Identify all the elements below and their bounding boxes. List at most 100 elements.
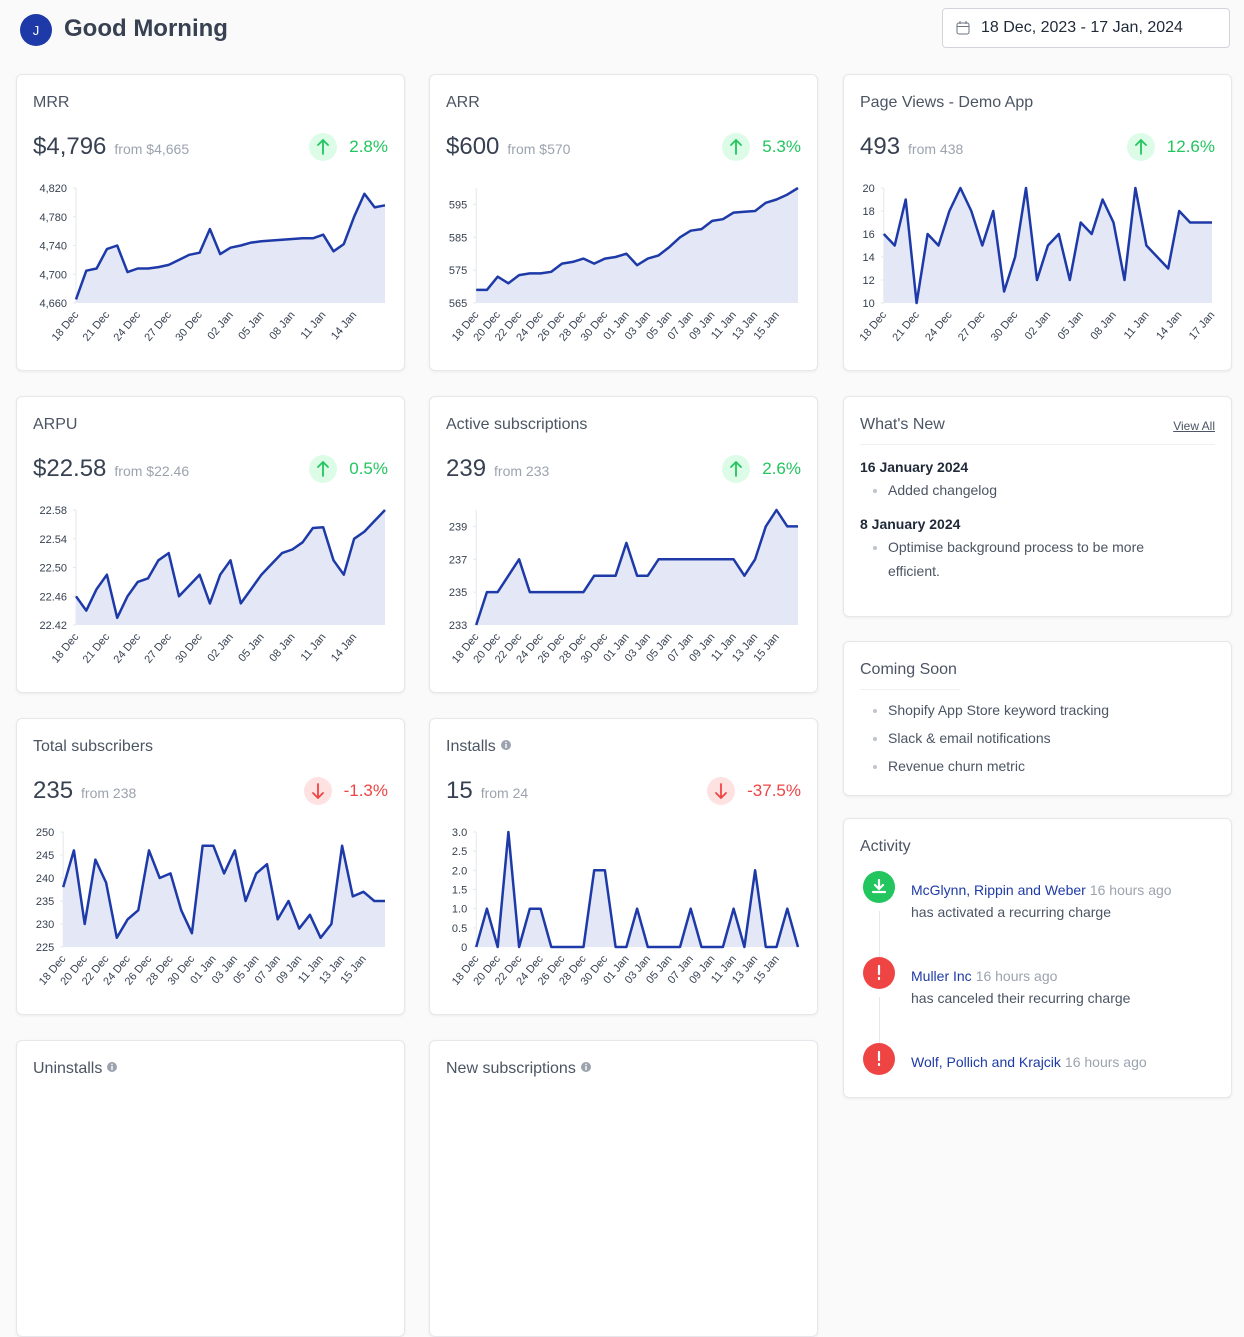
x-tick-label: 02 Jan — [205, 631, 235, 664]
title-text: Uninstalls — [33, 1060, 103, 1077]
metric-value: 15 — [446, 777, 473, 804]
y-tick-label: 18 — [863, 206, 875, 218]
card-title: Page Views - Demo App — [860, 94, 1033, 112]
activity-name: Muller Inc — [911, 968, 972, 984]
change: -37.5% — [707, 777, 801, 805]
entry-item: Added changelog — [888, 478, 1190, 502]
change-value: 12.6% — [1166, 137, 1215, 156]
metric-card: New subscriptions — [429, 1040, 818, 1337]
info-dot — [111, 1063, 114, 1066]
chart: 4,660 4,700 4,740 4,780 4,820 18 Dec 21 Dec 24 … — [39, 183, 386, 344]
whats-new-card: What's New View All 16 January 2024 Added… — [843, 396, 1232, 617]
trend-icon — [707, 777, 736, 805]
metric-from: from $4,665 — [114, 141, 190, 157]
y-tick-label: 4,740 — [39, 241, 67, 253]
title-text: MRR — [33, 94, 70, 111]
metric-value-row: 235 from 238 — [33, 777, 136, 805]
avatar[interactable]: J — [20, 14, 52, 46]
view-all-link[interactable]: View All — [1173, 419, 1215, 433]
activity-icon — [863, 1043, 895, 1075]
y-tick-label: 585 — [449, 232, 467, 244]
card-title: Coming Soon — [860, 661, 957, 678]
x-tick-label: 21 Dec — [81, 309, 113, 344]
activity-icon — [863, 871, 895, 903]
page: J Good Morning 18 Dec, 2023 - 17 Jan, 20… — [0, 0, 1244, 1078]
x-tick-label: 08 Jan — [267, 631, 297, 664]
x-tick-label: 05 Jan — [236, 631, 266, 664]
info-dot — [585, 1063, 587, 1066]
activity-time: 16 hours ago — [1064, 1054, 1147, 1070]
x-tick-label: 05 Jan — [236, 309, 266, 342]
card-title: Uninstalls — [33, 1060, 118, 1078]
entry-date: 8 January 2024 — [860, 516, 961, 532]
line — [475, 508, 798, 626]
card-title: ARR — [446, 94, 480, 112]
card-title: What's New — [860, 416, 945, 433]
area — [476, 510, 798, 625]
metric-value-row: $4,796 from $4,665 — [33, 133, 189, 161]
metric-card: ARR $600 from $570 5.3% 565 575 585 595 18 Dec 20… — [429, 74, 818, 371]
trend-arrow — [1134, 138, 1147, 155]
y-tick-label: 3.0 — [452, 827, 467, 839]
x-tick-label: 11 Jan — [1122, 309, 1152, 341]
x-tick-label: 18 Dec — [857, 309, 889, 344]
change-value: 0.5% — [349, 459, 388, 478]
list: Shopify App Store keyword trackingSlack … — [860, 696, 1109, 780]
y-tick-label: 14 — [863, 252, 875, 264]
activity-name: McGlynn, Rippin and Weber — [911, 882, 1086, 898]
trend-arrow — [730, 138, 743, 155]
activity-head: Wolf, Pollich and Krajcik 16 hours ago — [911, 1051, 1221, 1073]
activity-desc: has activated a recurring charge — [911, 904, 1111, 920]
area — [476, 188, 798, 303]
metric-card: Uninstalls — [16, 1040, 405, 1337]
greeting: Good Morning — [64, 15, 228, 42]
change: 0.5% — [309, 455, 388, 483]
line — [74, 509, 386, 620]
trend-icon — [309, 455, 338, 483]
metric-from: from 238 — [81, 785, 137, 801]
info-bar — [585, 1066, 587, 1070]
x-tick-label: 18 Dec — [50, 631, 82, 666]
change-value: 2.6% — [762, 459, 801, 478]
area — [63, 845, 385, 947]
y-tick-label: 235 — [449, 587, 467, 599]
y-tick-label: 237 — [449, 554, 467, 566]
coming-soon-card: Coming Soon Shopify App Store keyword tr… — [843, 641, 1232, 796]
line — [474, 830, 800, 949]
coming-item: Slack & email notifications — [888, 724, 1109, 752]
metric-value: 493 — [860, 133, 901, 160]
x-tick-label: 14 Jan — [329, 309, 359, 342]
x-tick-label: 17 Jan — [1187, 309, 1217, 342]
y-tick-label: 10 — [863, 298, 875, 310]
metric-card: ARPU $22.58 from $22.46 0.5% 22.42 22.46 22.50… — [16, 396, 405, 693]
card-title: Installs — [446, 738, 511, 756]
title-text: Active subscriptions — [446, 416, 588, 433]
activity-head: Muller Inc 16 hours ago — [911, 965, 1221, 987]
x-tick-label: 21 Dec — [81, 631, 113, 666]
trend-icon — [722, 455, 751, 483]
x-tick-label: 05 Jan — [1056, 309, 1086, 342]
y-tick-label: 0 — [461, 942, 467, 954]
area — [76, 510, 385, 625]
activity-text: McGlynn, Rippin and Weber 16 hours ago has… — [911, 879, 1221, 923]
x-tick-label: 02 Jan — [1023, 309, 1053, 342]
metric-value: $4,796 — [33, 133, 107, 160]
entry-item: Optimise background process to be more e… — [888, 535, 1190, 583]
y-tick-label: 20 — [863, 183, 875, 195]
metric-card: MRR $4,796 from $4,665 2.8% 4,660 4,700 4,740 4… — [16, 74, 405, 371]
coming-item: Shopify App Store keyword tracking — [888, 696, 1109, 724]
metric-value-row: 493 from 438 — [860, 133, 963, 161]
y-tick-label: 4,700 — [39, 269, 67, 281]
trend-arrow — [317, 138, 330, 155]
trend-icon — [309, 133, 338, 161]
change: 2.6% — [722, 455, 801, 483]
trend-arrow — [730, 460, 743, 477]
metric-value-row: 239 from 233 — [446, 455, 549, 483]
entry-items: Optimise background process to be more e… — [860, 535, 1190, 583]
title-text: Page Views - Demo App — [860, 94, 1034, 111]
info-bar — [505, 744, 507, 748]
metric-from: from 24 — [480, 785, 529, 801]
date-picker[interactable]: 18 Dec, 2023 - 17 Jan, 2024 — [942, 8, 1230, 48]
y-tick-label: 2.5 — [452, 846, 467, 858]
